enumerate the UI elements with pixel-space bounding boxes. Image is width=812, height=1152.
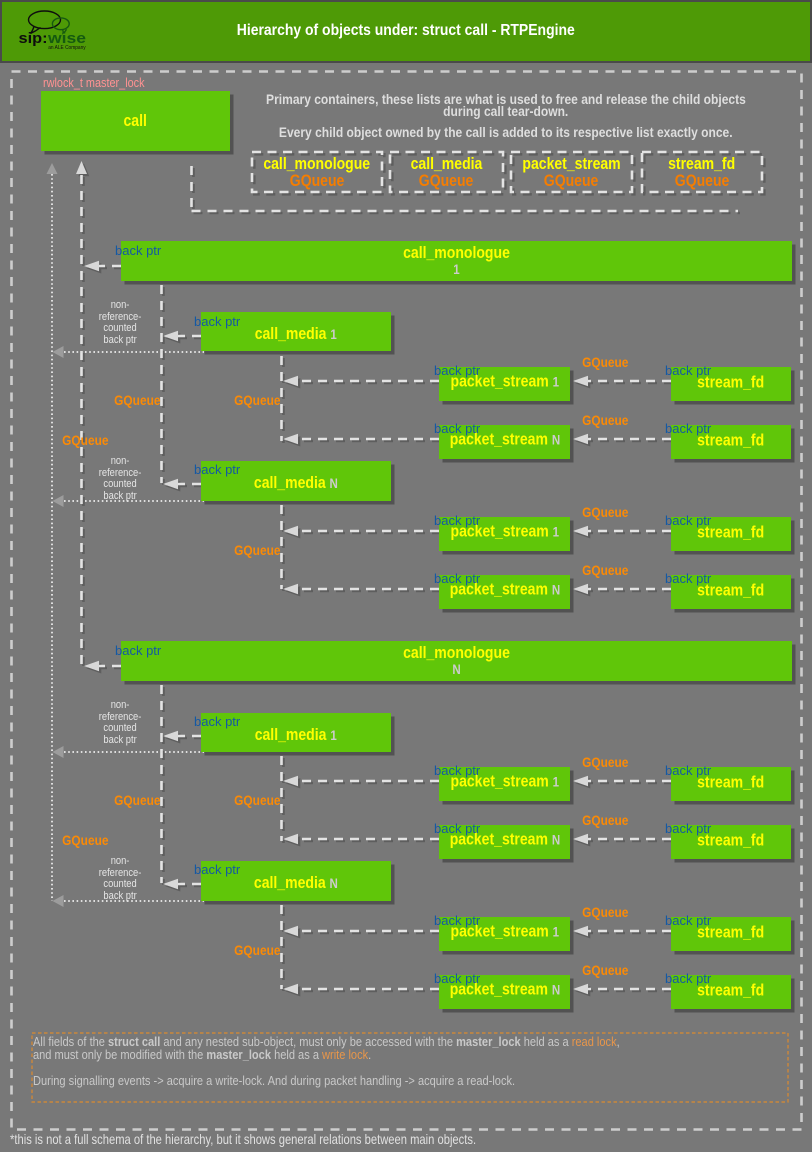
svg-text:an ALE Company: an ALE Company bbox=[48, 45, 86, 51]
svg-text:wise: wise bbox=[47, 30, 86, 47]
svg-text:sip:: sip: bbox=[19, 30, 48, 47]
